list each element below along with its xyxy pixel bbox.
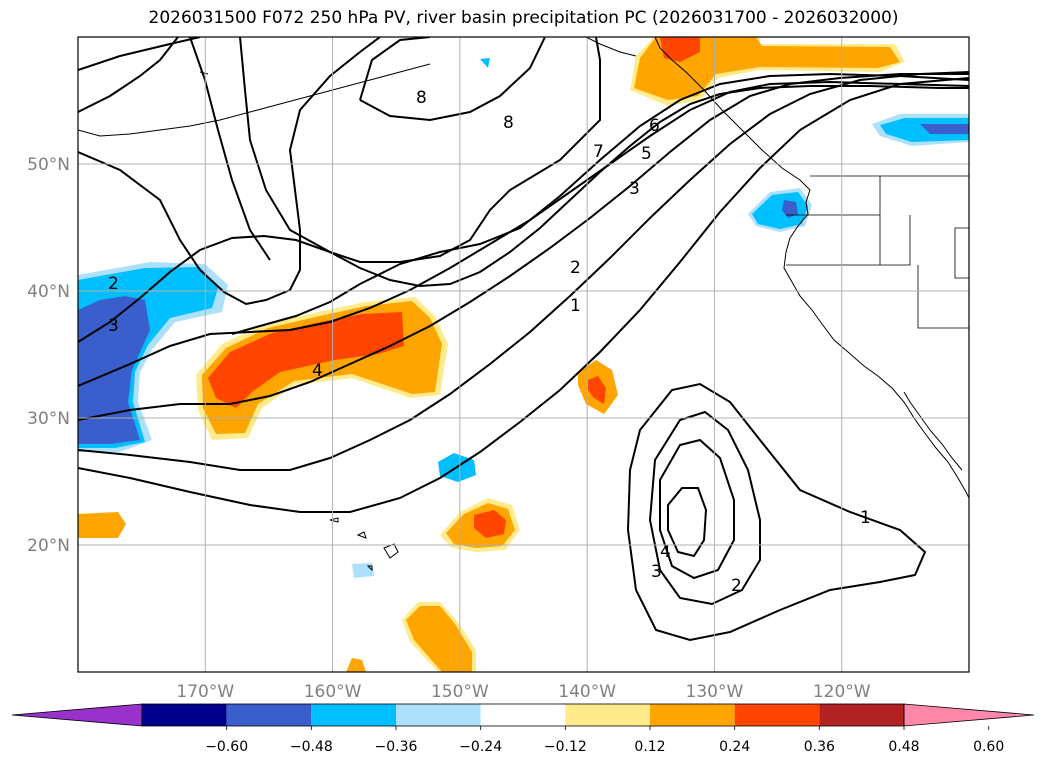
longitude-tick-label: 130°W: [686, 682, 744, 702]
pv-contour: [667, 487, 708, 558]
map-title: 2026031500 F072 250 hPa PV, river basin …: [148, 8, 899, 28]
precip-negative-region: [920, 124, 969, 134]
colorbar-segment: [396, 704, 481, 726]
contour-labels: 8 8 7 6 5 3 2 1 2 3 4 4 3 2 1: [108, 88, 871, 596]
pv-contour: [359, 37, 431, 101]
colorbar-tick-label: 0.48: [888, 739, 919, 755]
pv-contour: [78, 80, 969, 387]
contour-label: 8: [416, 88, 427, 108]
precip-negative-region: [782, 200, 798, 218]
contour-label: 4: [660, 542, 671, 562]
colorbar-tick-label: −0.24: [459, 739, 502, 755]
colorbar: −0.60 −0.48 −0.36 −0.24 −0.12 0.12 0.24 0.36 0.4…: [11, 703, 1035, 755]
colorbar-tick-label: 0.12: [634, 739, 665, 755]
colorbar-tick-label: 0.60: [973, 739, 1004, 755]
colorbar-tick-label: −0.60: [205, 739, 248, 755]
colorbar-segment: [565, 704, 650, 726]
pv-contour: [359, 37, 546, 122]
pv-contour: [239, 37, 601, 263]
longitude-tick-label: 160°W: [304, 682, 362, 702]
latitude-tick-label: 40°N: [27, 282, 70, 302]
longitude-labels: 170°W 160°W 150°W 140°W 130°W 120°W: [176, 682, 870, 702]
precip-negative-region: [352, 563, 374, 578]
colorbar-segment: [819, 704, 904, 726]
plot-area: [78, 37, 969, 672]
precip-positive-region: [588, 376, 606, 404]
latitude-labels: 20°N 30°N 40°N 50°N: [27, 155, 70, 556]
contour-label: 8: [503, 113, 514, 133]
contour-label: 2: [570, 258, 581, 278]
colorbar-tick-label: 0.36: [804, 739, 835, 755]
latitude-tick-label: 50°N: [27, 155, 70, 175]
pv-contour: [78, 37, 381, 306]
colorbar-extend-low: [11, 703, 143, 727]
pv-contour: [78, 71, 969, 471]
pv-contour: [659, 438, 735, 580]
colorbar-outline: [141, 703, 905, 727]
pv-contour: [189, 37, 271, 261]
longitude-tick-label: 170°W: [176, 682, 234, 702]
pv-contour: [626, 382, 927, 642]
precip-positive-region: [208, 312, 404, 408]
colorbar-segment: [734, 704, 820, 726]
colorbar-segment: [311, 704, 396, 726]
colorbar-extend-high: [903, 703, 1035, 727]
precip-negative-region: [752, 192, 808, 229]
colorbar-segment: [226, 704, 312, 726]
colorbar-tick-label: −0.36: [375, 739, 418, 755]
pv-contour: [78, 77, 969, 513]
precip-positive-region: [346, 658, 366, 672]
pv-contour: [78, 37, 201, 71]
colorbar-tick-label: −0.48: [290, 739, 333, 755]
colorbar-segment: [142, 704, 227, 726]
longitude-tick-label: 120°W: [813, 682, 871, 702]
contour-label: 7: [593, 142, 604, 162]
contour-label: 4: [312, 361, 323, 381]
pv-contours: [78, 37, 969, 642]
contour-label: 5: [641, 144, 652, 164]
pv-contour: [648, 410, 761, 606]
precip-positive-region: [406, 606, 472, 672]
colorbar-segment: [480, 704, 566, 726]
precip-positive-region: [660, 37, 700, 62]
latitude-tick-label: 20°N: [27, 536, 70, 556]
contour-label: 3: [629, 179, 640, 199]
contour-label: 3: [651, 562, 662, 582]
longitude-tick-label: 150°W: [431, 682, 489, 702]
pv-contour: [231, 72, 969, 335]
precip-negative-region: [480, 58, 490, 68]
pv-contour: [78, 85, 969, 343]
precip-positive-region: [474, 510, 506, 538]
gridlines: [78, 37, 969, 672]
political-borders: [786, 175, 969, 329]
map-frame: [77, 36, 970, 673]
contour-label: 1: [860, 508, 871, 528]
longitude-tick-label: 140°W: [558, 682, 616, 702]
pv-contour: [78, 37, 179, 113]
latitude-tick-label: 30°N: [27, 409, 70, 429]
precip-positive-region: [634, 37, 900, 100]
precip-positive-region: [78, 512, 126, 538]
contour-label: 3: [108, 316, 119, 336]
colorbar-tick-label: −0.12: [544, 739, 587, 755]
colorbar-segment: [650, 704, 735, 726]
colorbar-tick-label: 0.24: [719, 739, 750, 755]
contour-label: 2: [731, 576, 742, 596]
contour-label: 2: [108, 274, 119, 294]
contour-label: 1: [570, 296, 581, 316]
contour-label: 6: [649, 116, 660, 136]
